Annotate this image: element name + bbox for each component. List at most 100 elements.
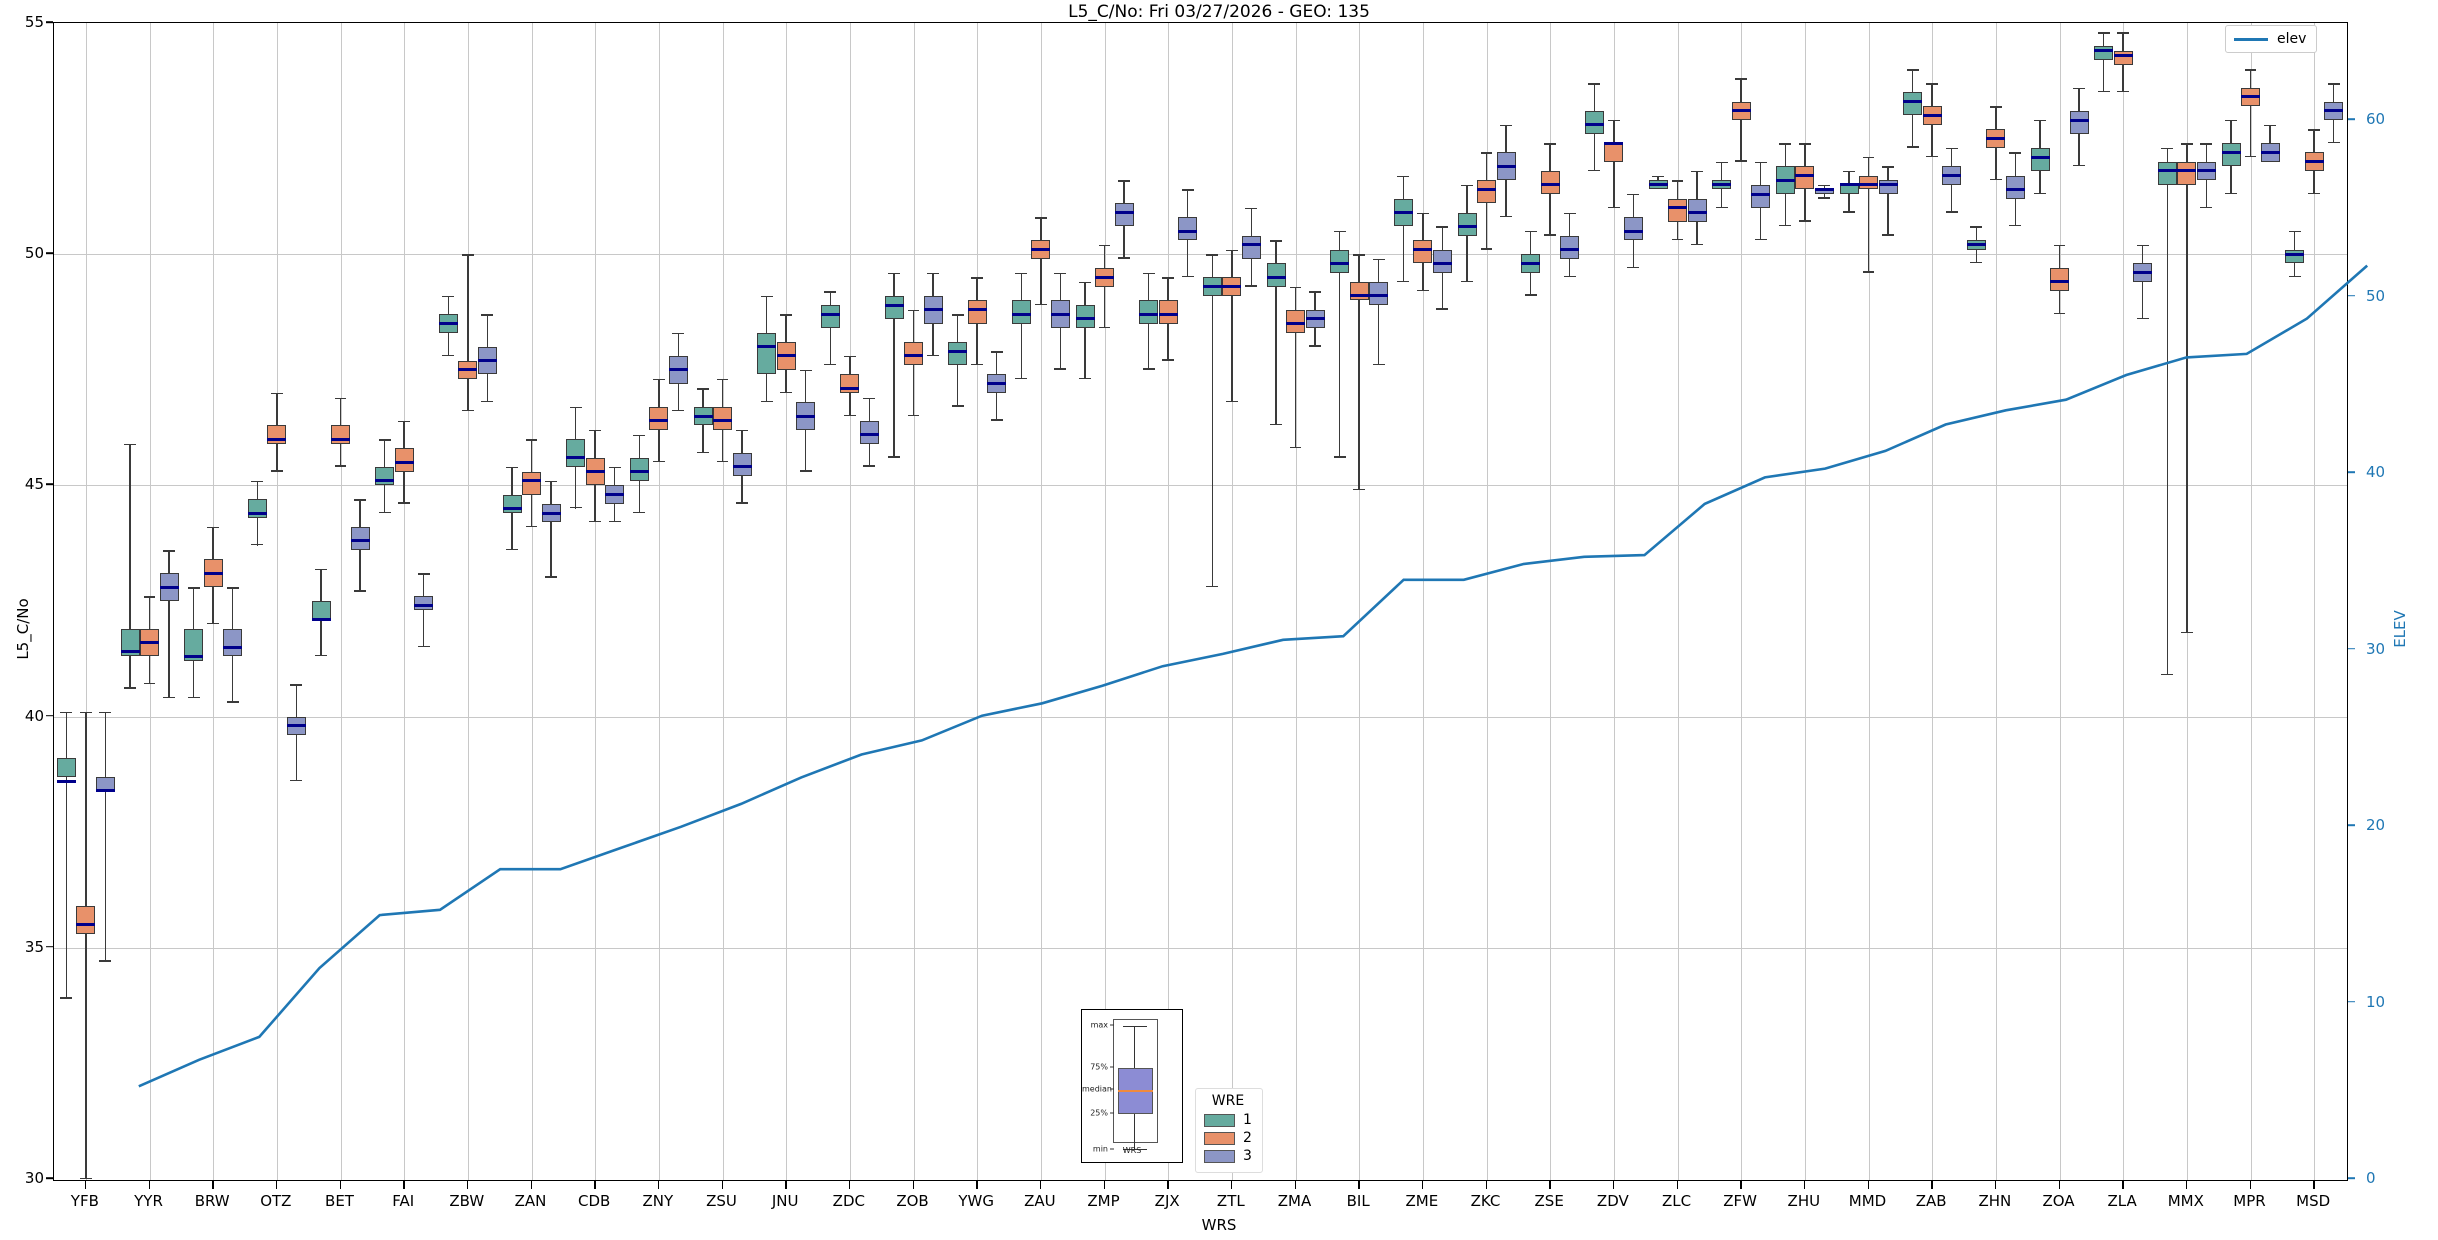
boxplot-bet-wre3[interactable] xyxy=(350,499,370,592)
boxplot-zjx-wre2[interactable] xyxy=(1158,277,1178,361)
boxplot-bet-wre1[interactable] xyxy=(311,568,331,657)
boxplot-zob-wre1[interactable] xyxy=(884,272,904,458)
boxplot-yfb-wre3[interactable] xyxy=(95,711,115,962)
boxplot-ywg-wre2[interactable] xyxy=(967,277,987,366)
boxplot-msd-wre3[interactable] xyxy=(2324,83,2344,144)
boxplot-zbw-wre3[interactable] xyxy=(477,314,497,403)
boxplot-jnu-wre2[interactable] xyxy=(776,314,796,393)
boxplot-yyr-wre3[interactable] xyxy=(159,550,179,699)
boxplot-zhn-wre2[interactable] xyxy=(1986,106,2006,181)
boxplot-mmx-wre2[interactable] xyxy=(2177,143,2197,634)
boxplot-zoa-wre1[interactable] xyxy=(2030,120,2050,195)
boxplot-zmp-wre1[interactable] xyxy=(1075,281,1095,380)
legend-wre-item-1[interactable]: 1 xyxy=(1204,1112,1252,1128)
boxplot-ztl-wre3[interactable] xyxy=(1241,207,1261,287)
legend-wre-item-2[interactable]: 2 xyxy=(1204,1130,1252,1146)
boxplot-jnu-wre3[interactable] xyxy=(796,369,816,472)
boxplot-zau-wre2[interactable] xyxy=(1031,217,1051,306)
boxplot-zhn-wre3[interactable] xyxy=(2005,152,2025,227)
boxplot-zan-wre2[interactable] xyxy=(522,439,541,527)
boxplot-zla-wre1[interactable] xyxy=(2094,32,2114,93)
boxplot-msd-wre2[interactable] xyxy=(2304,129,2324,195)
boxplot-zob-wre3[interactable] xyxy=(923,272,943,356)
boxplot-fai-wre2[interactable] xyxy=(394,420,414,504)
boxplot-zhu-wre2[interactable] xyxy=(1795,143,1815,222)
boxplot-bet-wre2[interactable] xyxy=(331,397,350,467)
boxplot-zme-wre2[interactable] xyxy=(1413,212,1433,292)
boxplot-zse-wre3[interactable] xyxy=(1560,212,1580,278)
boxplot-zny-wre2[interactable] xyxy=(649,379,669,463)
boxplot-cdb-wre1[interactable] xyxy=(566,406,586,509)
boxplot-mmx-wre3[interactable] xyxy=(2196,143,2216,208)
boxplot-zsu-wre2[interactable] xyxy=(713,379,732,463)
boxplot-zma-wre1[interactable] xyxy=(1266,240,1286,426)
boxplot-bil-wre3[interactable] xyxy=(1369,258,1389,366)
boxplot-zlc-wre1[interactable] xyxy=(1648,175,1668,190)
boxplot-zkc-wre1[interactable] xyxy=(1457,184,1477,282)
boxplot-mmx-wre1[interactable] xyxy=(2157,147,2177,675)
boxplot-zdv-wre2[interactable] xyxy=(1604,120,1624,208)
boxplot-otz-wre1[interactable] xyxy=(247,480,267,546)
boxplot-mpr-wre2[interactable] xyxy=(2241,69,2260,158)
boxplot-fai-wre3[interactable] xyxy=(414,573,434,648)
boxplot-ztl-wre1[interactable] xyxy=(1202,254,1222,588)
boxplot-mmd-wre2[interactable] xyxy=(1859,157,1878,273)
boxplot-ztl-wre2[interactable] xyxy=(1222,249,1242,403)
boxplot-brw-wre1[interactable] xyxy=(184,587,204,699)
legend-elev[interactable]: elev xyxy=(2225,25,2318,53)
boxplot-yyr-wre2[interactable] xyxy=(140,596,159,685)
boxplot-zma-wre2[interactable] xyxy=(1286,286,1305,449)
boxplot-mpr-wre3[interactable] xyxy=(2260,124,2280,162)
boxplot-yyr-wre1[interactable] xyxy=(120,443,140,689)
boxplot-zdc-wre1[interactable] xyxy=(820,291,840,366)
boxplot-zdc-wre2[interactable] xyxy=(840,355,860,417)
boxplot-zjx-wre3[interactable] xyxy=(1178,189,1198,278)
boxplot-bil-wre1[interactable] xyxy=(1330,231,1350,458)
boxplot-ywg-wre1[interactable] xyxy=(948,314,968,407)
boxplot-ywg-wre3[interactable] xyxy=(987,351,1007,421)
boxplot-msd-wre1[interactable] xyxy=(2285,231,2305,278)
boxplot-brw-wre2[interactable] xyxy=(203,527,223,625)
boxplot-zan-wre1[interactable] xyxy=(502,466,522,551)
boxplot-zoa-wre3[interactable] xyxy=(2069,87,2089,167)
boxplot-zny-wre3[interactable] xyxy=(668,332,688,412)
boxplot-mmd-wre1[interactable] xyxy=(1839,170,1859,213)
boxplot-zkc-wre2[interactable] xyxy=(1477,152,1496,250)
boxplot-zsu-wre1[interactable] xyxy=(693,388,713,454)
boxplot-otz-wre2[interactable] xyxy=(267,392,287,472)
boxplot-zdc-wre3[interactable] xyxy=(859,397,879,467)
boxplot-mmd-wre3[interactable] xyxy=(1878,166,1898,236)
boxplot-zme-wre1[interactable] xyxy=(1393,175,1413,282)
boxplot-zhu-wre1[interactable] xyxy=(1775,143,1795,227)
boxplot-zlc-wre2[interactable] xyxy=(1668,180,1687,241)
boxplot-zhu-wre3[interactable] xyxy=(1814,184,1834,199)
boxplot-zjx-wre1[interactable] xyxy=(1139,272,1159,370)
boxplot-zdv-wre3[interactable] xyxy=(1623,194,1643,269)
boxplot-zau-wre3[interactable] xyxy=(1050,272,1070,370)
boxplot-yfb-wre1[interactable] xyxy=(56,711,76,999)
boxplot-zbw-wre2[interactable] xyxy=(458,254,478,412)
boxplot-zse-wre2[interactable] xyxy=(1540,143,1560,236)
boxplot-zme-wre3[interactable] xyxy=(1432,226,1452,310)
boxplot-zse-wre1[interactable] xyxy=(1521,231,1541,296)
boxplot-jnu-wre1[interactable] xyxy=(757,295,777,403)
boxplot-zbw-wre1[interactable] xyxy=(438,295,458,356)
boxplot-zfw-wre2[interactable] xyxy=(1731,78,1751,162)
boxplot-otz-wre3[interactable] xyxy=(286,684,306,782)
boxplot-zan-wre3[interactable] xyxy=(541,480,561,578)
boxplot-zla-wre3[interactable] xyxy=(2133,244,2153,319)
boxplot-zhn-wre1[interactable] xyxy=(1966,226,1986,264)
boxplot-cdb-wre3[interactable] xyxy=(605,466,625,523)
boxplot-zmp-wre2[interactable] xyxy=(1095,244,1114,329)
boxplot-bil-wre2[interactable] xyxy=(1349,254,1369,490)
boxplot-zsu-wre3[interactable] xyxy=(732,429,752,504)
boxplot-cdb-wre2[interactable] xyxy=(585,429,605,523)
boxplot-brw-wre3[interactable] xyxy=(223,587,243,703)
boxplot-fai-wre1[interactable] xyxy=(375,439,395,514)
boxplot-zfw-wre1[interactable] xyxy=(1712,161,1732,208)
boxplot-zdv-wre1[interactable] xyxy=(1584,83,1604,171)
boxplot-zmp-wre3[interactable] xyxy=(1114,180,1134,259)
boxplot-zfw-wre3[interactable] xyxy=(1751,161,1771,241)
legend-wre[interactable]: WRE 1 2 3 xyxy=(1195,1088,1263,1173)
boxplot-yfb-wre2[interactable] xyxy=(76,711,96,1179)
